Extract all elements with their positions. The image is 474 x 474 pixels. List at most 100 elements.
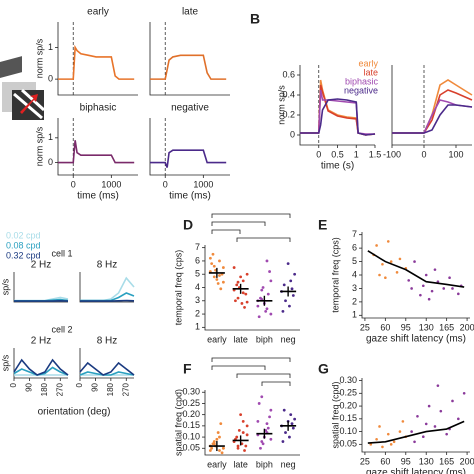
point (457, 417, 460, 421)
x-axis-label: time (ms) (169, 191, 211, 202)
x-axis-label: gaze shift latency (ms) (366, 468, 466, 474)
point (407, 279, 411, 282)
point (268, 415, 271, 419)
x-tick-label: 0 (75, 382, 84, 387)
trend-line (367, 250, 465, 288)
point (442, 287, 446, 290)
point (241, 291, 245, 295)
x-tick-label: 1000 (101, 179, 121, 189)
point (265, 259, 269, 263)
axis (57, 118, 138, 176)
line (80, 299, 135, 302)
x-tick-label: 1000 (193, 179, 213, 189)
point (413, 440, 416, 444)
point (264, 310, 268, 313)
x-tick-label: 95 (401, 322, 411, 332)
point (245, 300, 249, 304)
point (289, 279, 293, 283)
point (281, 440, 285, 443)
point (448, 276, 451, 279)
x-tick-label: 130 (419, 322, 434, 332)
point (439, 409, 443, 413)
y-tick-label: 3 (352, 283, 357, 293)
point (244, 292, 248, 296)
axis (204, 245, 300, 331)
x-tick-label: 0 (9, 382, 18, 387)
point (284, 299, 287, 303)
subplot-title: negative (171, 103, 209, 114)
line (392, 89, 473, 134)
y-tick-label: 0.25 (182, 398, 200, 408)
stimulus-icons (0, 56, 46, 120)
x-tick-label: 60 (380, 456, 390, 466)
point (208, 256, 212, 260)
axis (57, 22, 138, 96)
y-tick-label: 0 (48, 157, 53, 167)
point (266, 292, 270, 296)
y-tick-label: 0.05 (339, 439, 357, 449)
trend-line (367, 420, 465, 444)
subplot-title: 8 Hz (97, 260, 118, 271)
point (236, 446, 240, 450)
point (384, 276, 387, 279)
point (265, 307, 269, 311)
annotation: cell 1 (51, 248, 72, 258)
point (261, 442, 265, 446)
y-axis-label: temporal freq (cps) (330, 237, 340, 313)
point (419, 293, 422, 297)
y-axis-label: spatial freq (cpd) (173, 389, 183, 456)
line (300, 98, 376, 136)
legend-entry: biphasic (345, 76, 379, 86)
y-tick-label: 0 (290, 129, 295, 139)
point (236, 296, 240, 300)
point (269, 437, 273, 441)
x-tick-label: 180 (106, 382, 115, 396)
point (215, 278, 219, 281)
point (457, 292, 460, 296)
y-tick-label: 0.4 (282, 89, 295, 99)
point (219, 287, 223, 291)
point (265, 422, 269, 426)
y-tick-label: 4 (195, 282, 200, 292)
x-axis-label: time (s) (321, 161, 354, 172)
y-tick-label: 1 (352, 310, 357, 320)
point (243, 306, 246, 309)
legend-entry: 0.32 cpd (6, 250, 41, 260)
point (290, 287, 294, 291)
significance-brackets (211, 213, 291, 386)
point (210, 446, 214, 450)
point (386, 432, 390, 436)
line (79, 371, 135, 376)
axis (299, 65, 375, 146)
point (259, 446, 262, 450)
line (79, 361, 135, 376)
axis (204, 390, 300, 456)
x-tick-label: 100 (448, 149, 463, 159)
x-axis-label: time (ms) (77, 191, 119, 202)
y-tick-label: 6 (195, 255, 200, 265)
line (80, 276, 135, 302)
point (424, 422, 428, 426)
x-tick-label: 270 (121, 382, 130, 396)
point (398, 430, 402, 433)
point (266, 426, 270, 430)
point (221, 446, 225, 450)
point (286, 262, 290, 265)
y-axis-label: norm sp/s (34, 38, 44, 78)
y-tick-label: 5 (352, 256, 357, 266)
x-tick-label: -100 (383, 149, 401, 159)
x-tick-label: 165 (439, 322, 454, 332)
point (210, 262, 214, 265)
point (378, 273, 381, 277)
point (260, 288, 264, 292)
point (260, 440, 264, 443)
y-tick-label: 0.30 (182, 387, 200, 397)
point (413, 260, 416, 263)
y-tick-label: 2 (352, 296, 357, 306)
point (389, 260, 393, 263)
legend-entry: negative (344, 85, 378, 95)
y-tick-label: 0.30 (339, 375, 357, 385)
point (389, 443, 393, 446)
x-tick-label: 165 (439, 456, 454, 466)
